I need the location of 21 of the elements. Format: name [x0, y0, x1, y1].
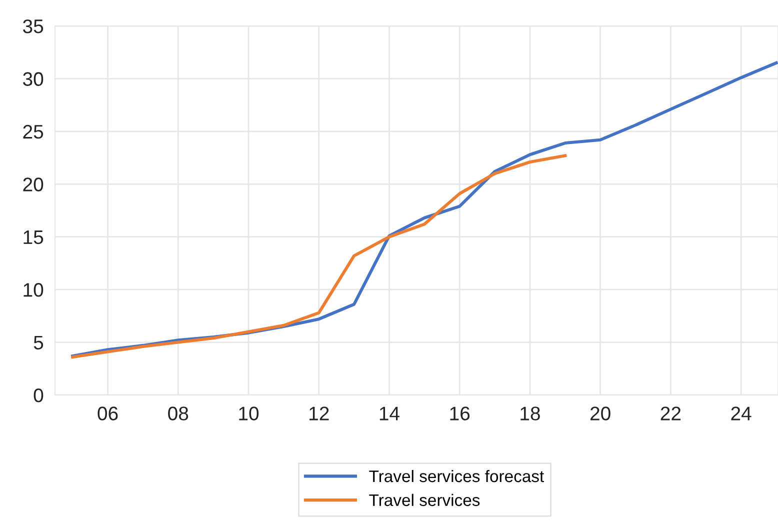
y-tick-label: 5 [34, 336, 44, 350]
y-tick-label: 30 [23, 72, 44, 86]
y-tick-label: 20 [23, 178, 44, 192]
y-tick-label: 10 [24, 283, 44, 297]
y-tick-label: 0 [34, 388, 44, 402]
y-tick-label: 25 [23, 124, 44, 139]
x-tick-label: 18 [520, 406, 540, 420]
x-tick-label: 16 [450, 406, 470, 420]
x-tick-label: 12 [310, 406, 329, 420]
line-series [71, 154, 567, 359]
x-tick-label: 06 [98, 406, 118, 420]
legend-label: Travel services [369, 494, 480, 506]
x-tick-label: 08 [168, 406, 188, 420]
x-tick-label: 24 [731, 406, 752, 420]
x-tick-label: 20 [590, 406, 610, 420]
y-tick-label: 35 [23, 19, 44, 34]
y-tick-label: 15 [24, 230, 44, 244]
x-tick-label: 10 [239, 406, 259, 420]
legend-label: Travel services forecast [369, 470, 544, 482]
x-tick-label: 14 [380, 406, 400, 420]
x-tick-label: 22 [660, 406, 681, 420]
